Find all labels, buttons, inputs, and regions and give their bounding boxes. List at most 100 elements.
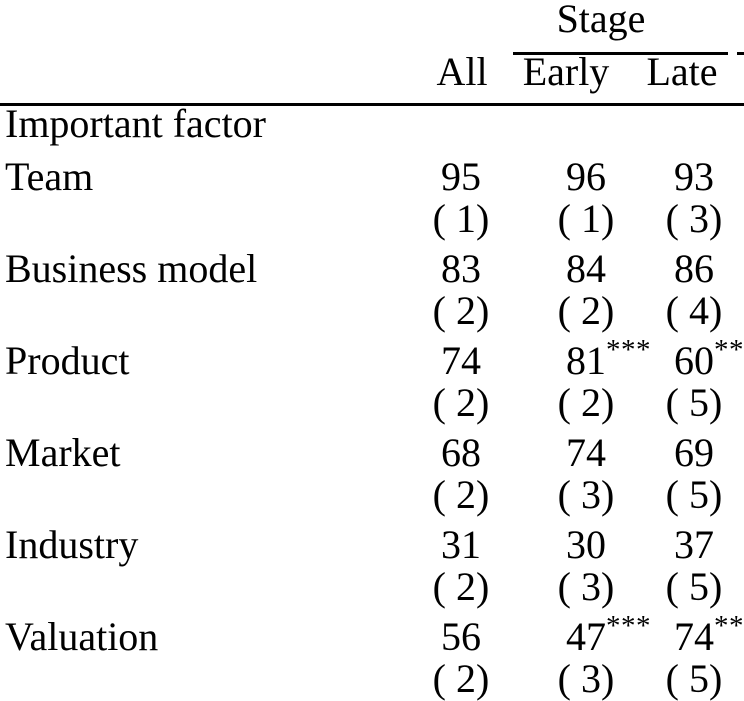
table-row-industry: Industry 31 ( 2) 30 ( 3) 37 ( 5) xyxy=(0,524,744,608)
significance-stars: ** xyxy=(714,334,744,366)
table-row-product: Product 74 ( 2) 81 *** ( 2) 60 ** ( 5) xyxy=(0,336,744,425)
cell-early: 84 ( 2) xyxy=(511,248,661,332)
cell-late: 69 ( 5) xyxy=(619,432,744,516)
cell-value: 68 xyxy=(441,430,481,475)
header-rule xyxy=(0,103,744,106)
value-with-stars: 96 xyxy=(566,156,606,198)
cell-early: 96 ( 1) xyxy=(511,156,661,240)
cell-std-error: ( 3) xyxy=(557,564,615,609)
cell-early: 47 *** ( 3) xyxy=(511,612,661,701)
cell-std-error: ( 2) xyxy=(432,472,490,517)
column-header-all: All xyxy=(436,49,488,94)
cell-std-error: ( 3) xyxy=(557,656,615,701)
value-with-stars: 56 xyxy=(441,616,481,658)
value-line: 84 xyxy=(511,248,661,290)
value-line: 47 *** xyxy=(511,612,661,659)
value-line: 30 xyxy=(511,524,661,566)
cell-value: 84 xyxy=(566,246,606,291)
value-with-stars: 60 ** xyxy=(674,336,744,383)
cell-std-error: ( 1) xyxy=(432,196,490,241)
row-label: Valuation xyxy=(5,614,159,659)
cell-value: 95 xyxy=(441,154,481,199)
table-row-team: Team 95 ( 1) 96 ( 1) 93 ( 3) xyxy=(0,156,744,240)
column-group-header: Stage xyxy=(556,0,646,41)
column-header-early: Early xyxy=(522,49,610,94)
cell-value: 31 xyxy=(441,522,481,567)
significance-stars: ** xyxy=(714,610,744,642)
table-row-business-model: Business model 83 ( 2) 84 ( 2) 86 ( 4) xyxy=(0,248,744,332)
value-with-stars: 86 xyxy=(674,248,714,290)
value-line: 81 *** xyxy=(511,336,661,383)
cell-value: 81 xyxy=(566,338,606,383)
cell-value: 74 xyxy=(566,430,606,475)
row-label: Market xyxy=(5,430,121,475)
cell-value: 83 xyxy=(441,246,481,291)
value-line: 74 xyxy=(386,340,536,382)
cell-late: 74 ** ( 5) xyxy=(619,612,744,701)
cell-std-error: ( 1) xyxy=(557,196,615,241)
column-group-rule xyxy=(513,52,728,55)
table-row-market: Market 68 ( 2) 74 ( 3) 69 ( 5) xyxy=(0,432,744,516)
cell-std-error: ( 3) xyxy=(557,472,615,517)
cell-std-error: ( 2) xyxy=(432,380,490,425)
cell-early: 81 *** ( 2) xyxy=(511,336,661,425)
value-line: 74 xyxy=(511,432,661,474)
value-with-stars: 95 xyxy=(441,156,481,198)
value-line: 37 xyxy=(619,524,744,566)
cell-std-error: ( 5) xyxy=(665,380,723,425)
significance-stars: *** xyxy=(606,610,651,642)
value-line: 68 xyxy=(386,432,536,474)
cell-value: 96 xyxy=(566,154,606,199)
cell-all: 95 ( 1) xyxy=(386,156,536,240)
cell-value: 30 xyxy=(566,522,606,567)
cell-all: 56 ( 2) xyxy=(386,616,536,700)
value-line: 93 xyxy=(619,156,744,198)
cell-value: 86 xyxy=(674,246,714,291)
cell-value: 56 xyxy=(441,614,481,659)
value-with-stars: 84 xyxy=(566,248,606,290)
cell-std-error: ( 3) xyxy=(665,196,723,241)
value-with-stars: 30 xyxy=(566,524,606,566)
value-line: 83 xyxy=(386,248,536,290)
value-line: 56 xyxy=(386,616,536,658)
value-line: 95 xyxy=(386,156,536,198)
cell-std-error: ( 2) xyxy=(432,656,490,701)
value-line: 31 xyxy=(386,524,536,566)
cell-late: 60 ** ( 5) xyxy=(619,336,744,425)
row-label: Business model xyxy=(5,246,258,291)
cell-value: 60 xyxy=(674,338,714,383)
value-with-stars: 47 *** xyxy=(566,612,651,659)
column-header-late: Late xyxy=(646,49,718,94)
value-line: 86 xyxy=(619,248,744,290)
cell-value: 93 xyxy=(674,154,714,199)
cell-late: 86 ( 4) xyxy=(619,248,744,332)
cell-std-error: ( 2) xyxy=(557,380,615,425)
cell-value: 74 xyxy=(674,614,714,659)
value-with-stars: 31 xyxy=(441,524,481,566)
value-with-stars: 69 xyxy=(674,432,714,474)
value-with-stars: 37 xyxy=(674,524,714,566)
value-line: 74 ** xyxy=(619,612,744,659)
value-with-stars: 74 xyxy=(566,432,606,474)
cell-value: 69 xyxy=(674,430,714,475)
value-with-stars: 74 xyxy=(441,340,481,382)
cell-std-error: ( 2) xyxy=(432,288,490,333)
cell-early: 74 ( 3) xyxy=(511,432,661,516)
cell-std-error: ( 4) xyxy=(665,288,723,333)
cell-all: 83 ( 2) xyxy=(386,248,536,332)
next-column-group-rule-fragment xyxy=(737,52,744,55)
cell-value: 47 xyxy=(566,614,606,659)
value-with-stars: 83 xyxy=(441,248,481,290)
cell-all: 74 ( 2) xyxy=(386,340,536,424)
value-with-stars: 74 ** xyxy=(674,612,744,659)
cell-std-error: ( 5) xyxy=(665,656,723,701)
row-label: Team xyxy=(5,154,94,199)
value-with-stars: 68 xyxy=(441,432,481,474)
cell-early: 30 ( 3) xyxy=(511,524,661,608)
row-label: Product xyxy=(5,338,130,383)
cell-all: 31 ( 2) xyxy=(386,524,536,608)
cell-std-error: ( 5) xyxy=(665,472,723,517)
cell-late: 93 ( 3) xyxy=(619,156,744,240)
value-with-stars: 81 *** xyxy=(566,336,651,383)
